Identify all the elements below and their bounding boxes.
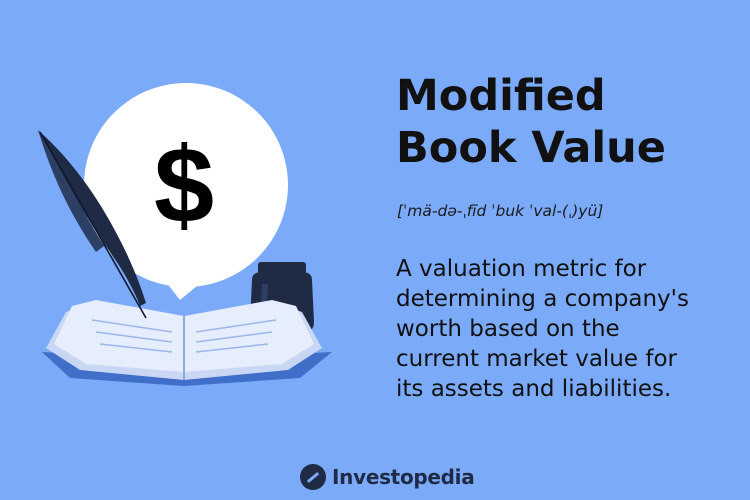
dollar-sign-icon: $ [154, 124, 214, 245]
title-line-2: Book Value [396, 123, 666, 173]
pronunciation: [ˈmä-də-ˌfīd ˈbuk ˈval-(ˌ)yü] [397, 202, 604, 220]
definition-text: A valuation metric for determining a com… [396, 254, 736, 404]
title-line-1: Modified [396, 71, 606, 121]
definition-line-3: worth based on the [396, 316, 620, 342]
definition-line-2: determining a company's [396, 286, 689, 312]
brand-name: Investopedia [332, 465, 475, 489]
investopedia-logo-icon [300, 464, 326, 490]
definition-line-4: current market value for [396, 346, 677, 372]
quill-feather-icon [38, 130, 147, 319]
brand-logo: Investopedia [300, 462, 475, 492]
definition-line-1: A valuation metric for [396, 256, 647, 282]
speech-bubble [84, 83, 288, 300]
page-title: Modified Book Value [396, 70, 736, 174]
definition-line-5: its assets and liabilities. [396, 376, 672, 402]
open-book-icon [42, 300, 332, 386]
